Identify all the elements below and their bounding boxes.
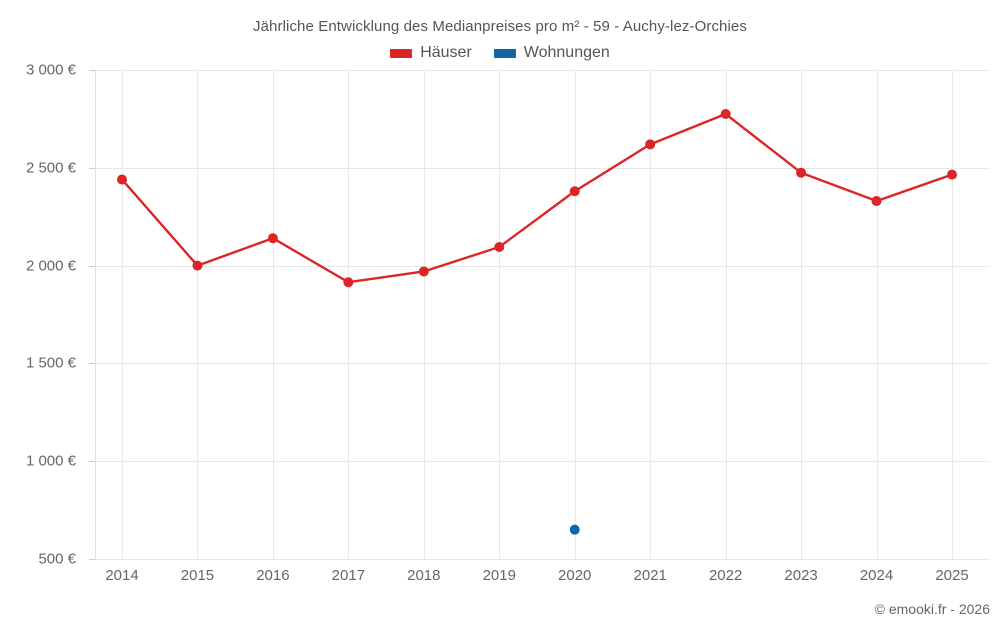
- y-axis-tick-mark: [89, 167, 95, 169]
- gridline-horizontal: [95, 461, 990, 463]
- data-point[interactable]: [192, 260, 203, 271]
- x-axis-tick-label: 2024: [859, 567, 894, 584]
- gridline-horizontal: [95, 363, 990, 365]
- gridline-vertical: [348, 70, 350, 559]
- legend-label-houses: Häuser: [420, 44, 472, 61]
- x-axis-tick-label: 2018: [407, 567, 441, 584]
- x-axis-tick-label: 2015: [180, 567, 215, 584]
- chart-title: Jährliche Entwicklung des Medianpreises …: [253, 18, 747, 35]
- data-point[interactable]: [720, 109, 731, 120]
- x-axis-tick-label: 2019: [482, 567, 516, 584]
- y-axis-tick-label: 2 500 €: [25, 159, 76, 177]
- x-axis-tick-label: 2021: [633, 567, 667, 584]
- data-point[interactable]: [343, 277, 354, 288]
- gridline-vertical: [650, 70, 652, 559]
- gridline-vertical: [725, 70, 727, 559]
- data-point[interactable]: [267, 233, 278, 244]
- y-axis-line: [95, 70, 96, 559]
- data-point[interactable]: [494, 242, 505, 253]
- gridline-horizontal: [95, 167, 990, 169]
- gridline-vertical: [801, 70, 803, 559]
- x-axis-tick-label: 2014: [105, 567, 139, 584]
- data-point[interactable]: [796, 167, 807, 178]
- gridline-horizontal: [95, 70, 990, 71]
- x-axis-tick-label: 2017: [331, 567, 366, 584]
- x-axis-tick-label: 2020: [558, 567, 592, 584]
- gridline-vertical: [574, 70, 576, 559]
- y-axis-tick-mark: [89, 363, 95, 365]
- y-axis-tick-label: 3 000 €: [25, 61, 76, 79]
- copyright-credit: © emooki.fr - 2026: [874, 601, 990, 617]
- data-point[interactable]: [418, 266, 429, 277]
- y-axis-tick-mark: [89, 265, 95, 267]
- data-point[interactable]: [569, 524, 580, 535]
- plot-area: 500 € 1 000 € 1 500 € 2 000 € 2 500 € 3 000 €…: [26, 62, 990, 584]
- x-axis-tick-label: 2022: [708, 567, 743, 584]
- x-axis-tick-label: 2025: [935, 567, 969, 584]
- gridline-vertical: [122, 70, 123, 559]
- legend-label-apartments: Wohnungen: [523, 44, 610, 61]
- data-point[interactable]: [947, 169, 957, 180]
- x-axis-tick-label: 2023: [784, 567, 818, 584]
- y-axis-tick-mark: [89, 70, 95, 71]
- data-point[interactable]: [117, 174, 127, 185]
- gridline-vertical: [197, 70, 199, 559]
- legend-entry-houses[interactable]: Häuser: [390, 44, 472, 62]
- legend-swatch-apartments: [493, 48, 516, 58]
- gridline-horizontal: [95, 559, 990, 560]
- legend-swatch-houses: [390, 48, 413, 58]
- series-layer: [117, 109, 957, 535]
- legend-entry-apartments[interactable]: Wohnungen: [493, 44, 610, 62]
- y-axis-tick-mark: [89, 461, 95, 463]
- y-axis-tick-label: 1 000 €: [25, 452, 76, 470]
- y-axis-tick-mark: [89, 559, 95, 560]
- series-line-häuser: [120, 112, 954, 284]
- data-point[interactable]: [569, 186, 580, 197]
- y-axis-tick-label: 1 500 €: [25, 354, 76, 372]
- chart-legend: Häuser Wohnungen: [0, 44, 1000, 62]
- gridline-horizontal: [95, 265, 990, 267]
- gridline-vertical: [499, 70, 501, 559]
- y-axis-tick-label: 2 000 €: [25, 257, 76, 275]
- gridline-vertical: [423, 70, 425, 559]
- data-point[interactable]: [645, 139, 656, 150]
- data-point[interactable]: [871, 196, 882, 207]
- y-axis-tick-label: 500 €: [38, 550, 76, 568]
- gridline-vertical: [876, 70, 878, 559]
- gridline-vertical: [272, 70, 274, 559]
- gridline-vertical: [952, 70, 953, 559]
- x-axis-tick-label: 2016: [256, 567, 290, 584]
